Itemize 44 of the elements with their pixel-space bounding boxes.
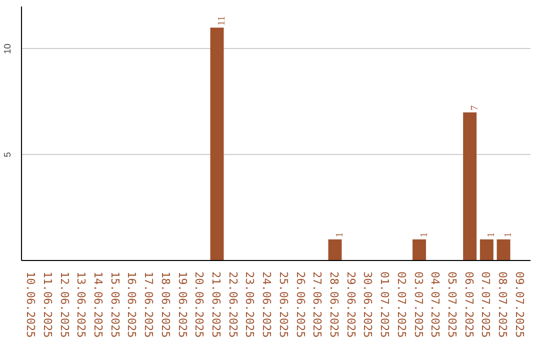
x-tick-label: 25.06.2025	[276, 272, 290, 338]
x-tick-label: 17.06.2025	[142, 272, 156, 338]
x-tick-label: 05.07.2025	[445, 272, 458, 338]
bar	[328, 239, 342, 260]
bar	[412, 239, 426, 260]
x-tick-label: 12.06.2025	[58, 272, 71, 338]
y-tick-label: 10	[2, 44, 12, 54]
data-label: 1	[334, 232, 346, 238]
bar	[210, 28, 224, 260]
x-tick-label: 02.07.2025	[394, 272, 408, 338]
x-tick-label: 27.06.2025	[310, 272, 324, 338]
x-tick-label: 10.06.2025	[24, 272, 38, 338]
data-label: 1	[486, 232, 498, 238]
bar	[463, 112, 477, 260]
x-tick-label: 29.06.2025	[344, 272, 358, 338]
x-tick-label: 19.06.2025	[176, 272, 189, 338]
x-tick-label: 01.07.2025	[378, 272, 392, 338]
x-tick-label: 18.06.2025	[158, 272, 172, 338]
x-tick-label: 26.06.2025	[294, 272, 307, 338]
x-tick-label: 03.07.2025	[412, 272, 425, 338]
x-tick-label: 23.06.2025	[243, 272, 256, 338]
x-tick-label: 30.06.2025	[361, 272, 374, 338]
x-tick-label: 13.06.2025	[74, 272, 88, 338]
x-tick-label: 16.06.2025	[125, 272, 138, 338]
bar	[496, 239, 510, 260]
x-tick-label: 06.07.2025	[462, 272, 476, 338]
x-tick-label: 04.07.2025	[428, 272, 442, 338]
x-tick-label: 20.06.2025	[192, 272, 206, 338]
x-tick-label: 22.06.2025	[226, 272, 240, 338]
x-tick-label: 09.07.2025	[512, 272, 526, 338]
x-tick-label: 14.06.2025	[92, 272, 105, 338]
data-label: 11	[216, 16, 228, 26]
x-tick-label: 28.06.2025	[327, 272, 340, 338]
bar	[480, 239, 494, 260]
x-tick-label: 15.06.2025	[108, 272, 122, 338]
data-label: 1	[503, 232, 514, 238]
x-tick-label: 07.07.2025	[479, 272, 492, 338]
x-tick-label: 11.06.2025	[40, 272, 54, 338]
data-label: 1	[418, 232, 430, 238]
x-tick-label: 24.06.2025	[260, 272, 274, 338]
y-tick-label: 5	[2, 152, 12, 158]
data-label: 7	[469, 105, 480, 110]
x-tick-label: 08.07.2025	[496, 272, 510, 338]
x-tick-label: 21.06.2025	[210, 272, 223, 338]
